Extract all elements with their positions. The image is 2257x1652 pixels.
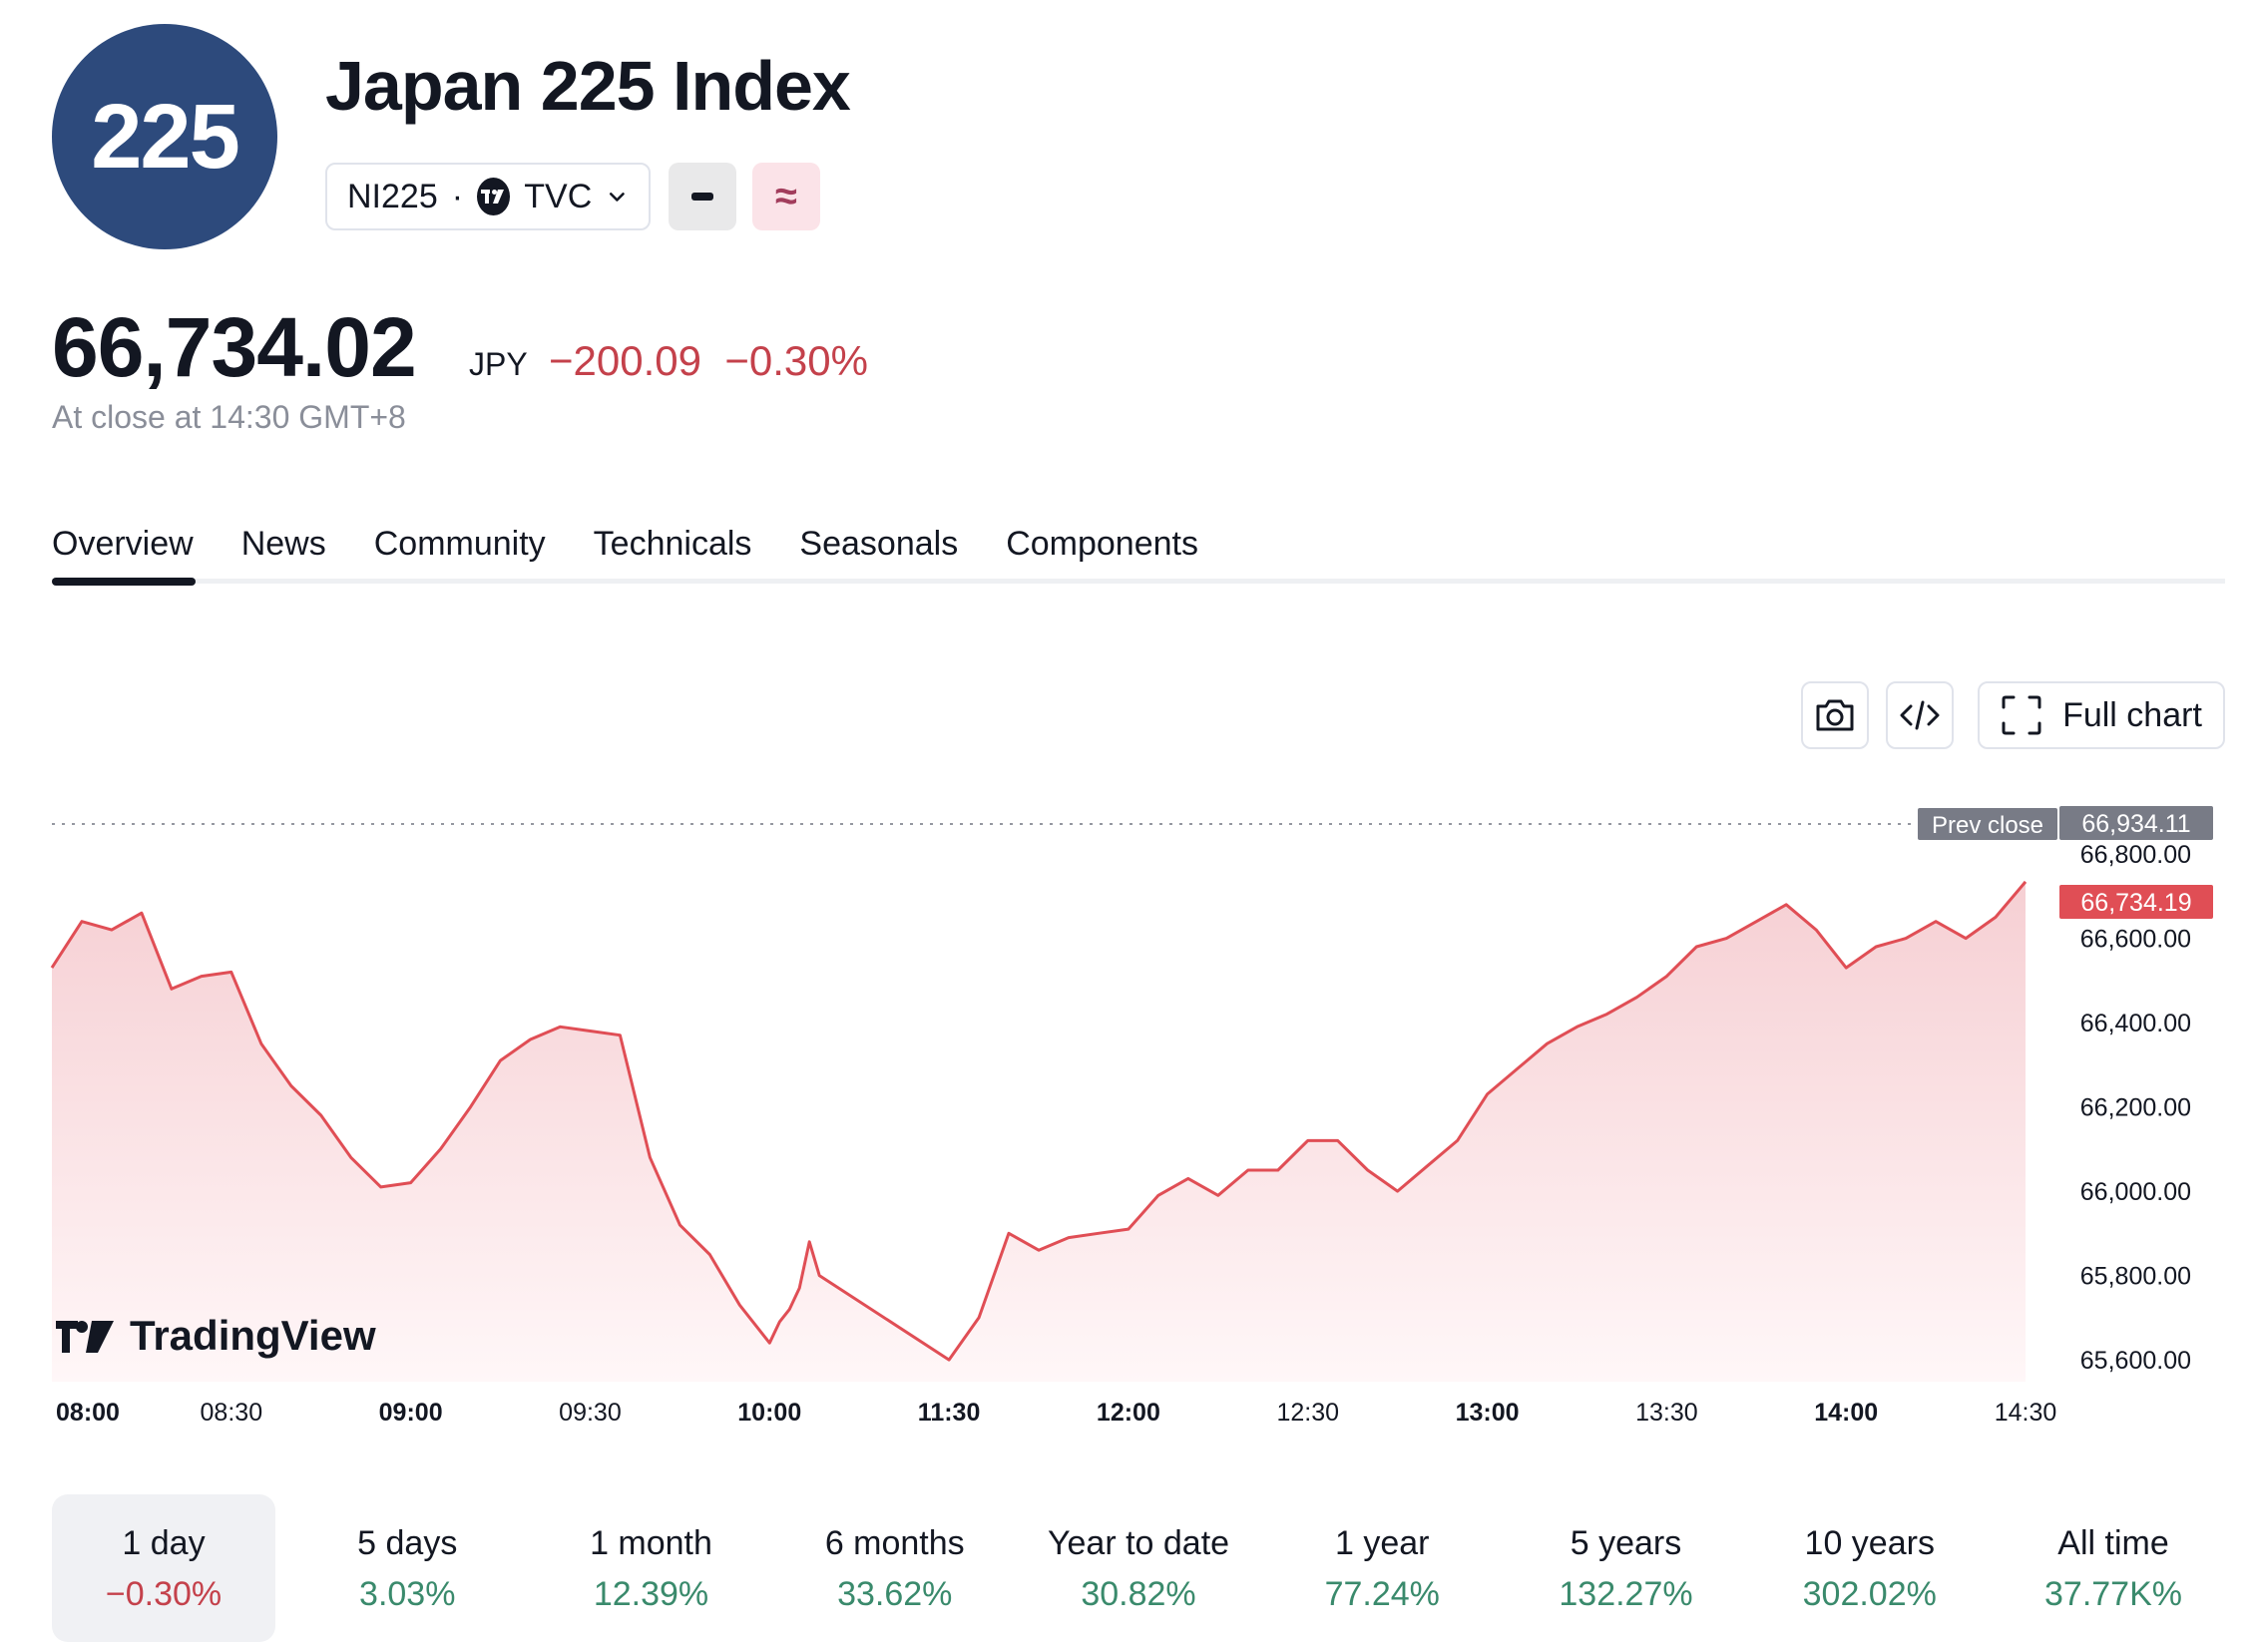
y-tick-label: 66,800.00 xyxy=(2080,841,2191,869)
symbol-separator: · xyxy=(451,177,464,215)
exchange-label: TVC xyxy=(524,177,593,215)
market-close-note: At close at 14:30 GMT+8 xyxy=(52,399,406,435)
index-logo: 225 xyxy=(52,24,277,249)
full-chart-label: Full chart xyxy=(2062,695,2202,734)
y-tick-label: 66,400.00 xyxy=(2080,1010,2191,1037)
tab-technicals[interactable]: Technicals xyxy=(593,525,752,563)
period-change: 12.39% xyxy=(593,1575,709,1613)
price-area xyxy=(52,881,2026,1382)
period-change: 3.03% xyxy=(359,1575,456,1613)
x-tick-label: 14:00 xyxy=(1814,1399,1878,1427)
snapshot-button[interactable] xyxy=(1801,681,1869,749)
x-tick-label: 13:30 xyxy=(1635,1399,1698,1427)
period-change: 302.02% xyxy=(1802,1575,1937,1613)
period-label: 5 days xyxy=(357,1524,458,1562)
x-tick-label: 08:00 xyxy=(56,1399,120,1427)
period-change: 37.77K% xyxy=(2044,1575,2182,1613)
last-price-tag-value: 66,734.19 xyxy=(2080,889,2191,917)
tab-community[interactable]: Community xyxy=(373,525,546,563)
period-change: 30.82% xyxy=(1081,1575,1196,1613)
prev-close-tag-label: Prev close xyxy=(1932,812,2043,839)
last-price: 66,734.02 xyxy=(52,300,417,394)
active-tab-indicator xyxy=(52,578,196,586)
x-tick-label: 14:30 xyxy=(1995,1399,2057,1427)
period-change: 132.27% xyxy=(1559,1575,1693,1613)
embed-button[interactable] xyxy=(1886,681,1954,749)
chevron-down-icon xyxy=(610,193,626,202)
tradingview-watermark: TradingView xyxy=(56,1312,376,1359)
x-tick-label: 08:30 xyxy=(201,1399,263,1427)
tradingview-watermark-text: TradingView xyxy=(130,1312,376,1359)
period-10-years[interactable]: 10 years 302.02% xyxy=(1758,1494,1982,1642)
price-chart[interactable]: 66,800.00 66,600.00 66,400.00 66,200.00 66,0… xyxy=(0,778,2257,1456)
tab-news[interactable]: News xyxy=(240,525,326,563)
prev-close-tag xyxy=(1918,808,2057,840)
price-axis: 66,800.00 66,600.00 66,400.00 66,200.00 66,0… xyxy=(2080,841,2191,1375)
section-tabs: Overview News Community Technicals Seaso… xyxy=(52,525,1198,589)
x-tick-label: 12:00 xyxy=(1097,1399,1160,1427)
symbol-selector[interactable]: NI225 · TVC xyxy=(325,163,651,230)
period-label: Year to date xyxy=(1047,1524,1230,1562)
period-5-years[interactable]: 5 years 132.27% xyxy=(1515,1494,1738,1642)
period-1-day[interactable]: 1 day −0.30% xyxy=(52,1494,275,1642)
y-tick-label: 65,600.00 xyxy=(2080,1347,2191,1375)
x-tick-label: 12:30 xyxy=(1276,1399,1339,1427)
period-change: −0.30% xyxy=(105,1575,223,1613)
x-tick-label: 10:00 xyxy=(737,1399,801,1427)
x-tick-label: 11:30 xyxy=(918,1399,981,1427)
tradingview-badge-icon xyxy=(477,178,511,215)
code-icon xyxy=(1900,700,1940,730)
camera-icon xyxy=(1816,699,1854,731)
period-label: 5 years xyxy=(1570,1524,1682,1562)
change-percent: −0.30% xyxy=(724,337,868,384)
x-tick-label: 09:30 xyxy=(559,1399,622,1427)
period-label: 1 year xyxy=(1335,1524,1430,1562)
period-label: 6 months xyxy=(824,1524,965,1562)
period-label: 1 day xyxy=(122,1524,206,1562)
y-tick-label: 66,000.00 xyxy=(2080,1178,2191,1206)
y-tick-label: 66,600.00 xyxy=(2080,926,2191,954)
tab-seasonals[interactable]: Seasonals xyxy=(799,525,959,563)
minus-button[interactable] xyxy=(669,163,736,230)
period-change: 33.62% xyxy=(837,1575,953,1613)
symbol-label: NI225 xyxy=(347,177,438,215)
tab-components[interactable]: Components xyxy=(1006,525,1198,563)
period-1-year[interactable]: 1 year 77.24% xyxy=(1270,1494,1494,1642)
x-tick-label: 09:00 xyxy=(379,1399,443,1427)
minus-icon xyxy=(691,193,713,201)
fullscreen-icon xyxy=(2002,695,2041,735)
x-tick-label: 13:00 xyxy=(1456,1399,1520,1427)
period-6-months[interactable]: 6 months 33.62% xyxy=(783,1494,1007,1642)
time-axis: 08:00 08:30 09:00 09:30 10:00 11:30 12:00 12:30… xyxy=(56,1399,2056,1427)
period-year-to-date[interactable]: Year to date 30.82% xyxy=(1027,1494,1250,1642)
y-tick-label: 65,800.00 xyxy=(2080,1263,2191,1291)
tradingview-logo-icon xyxy=(56,1321,114,1353)
price-line xyxy=(50,880,2028,1362)
price-change: −200.09 −0.30% xyxy=(549,337,868,385)
tab-overview[interactable]: Overview xyxy=(52,525,194,563)
period-label: 10 years xyxy=(1804,1524,1935,1562)
period-selector: 1 day −0.30% 5 days 3.03% 1 month 12.39% 6 … xyxy=(52,1494,2225,1644)
period-all-time[interactable]: All time 37.77K% xyxy=(2002,1494,2225,1642)
period-1-month[interactable]: 1 month 12.39% xyxy=(540,1494,763,1642)
page-title: Japan 225 Index xyxy=(325,47,851,125)
period-label: 1 month xyxy=(590,1524,712,1562)
currency-label: JPY xyxy=(469,346,528,382)
prev-close-value: 66,934.11 xyxy=(2081,810,2190,838)
period-label: All time xyxy=(2057,1524,2169,1562)
tabs-divider xyxy=(52,579,2225,584)
y-tick-label: 66,200.00 xyxy=(2080,1094,2191,1122)
last-price-tag xyxy=(2059,885,2213,919)
approx-button[interactable]: ≈ xyxy=(752,163,820,230)
period-change: 77.24% xyxy=(1324,1575,1440,1613)
approx-icon: ≈ xyxy=(775,174,797,218)
full-chart-button[interactable]: Full chart xyxy=(1978,681,2225,749)
change-value: −200.09 xyxy=(549,337,701,384)
prev-close-value-tag xyxy=(2059,806,2213,840)
period-5-days[interactable]: 5 days 3.03% xyxy=(295,1494,519,1642)
